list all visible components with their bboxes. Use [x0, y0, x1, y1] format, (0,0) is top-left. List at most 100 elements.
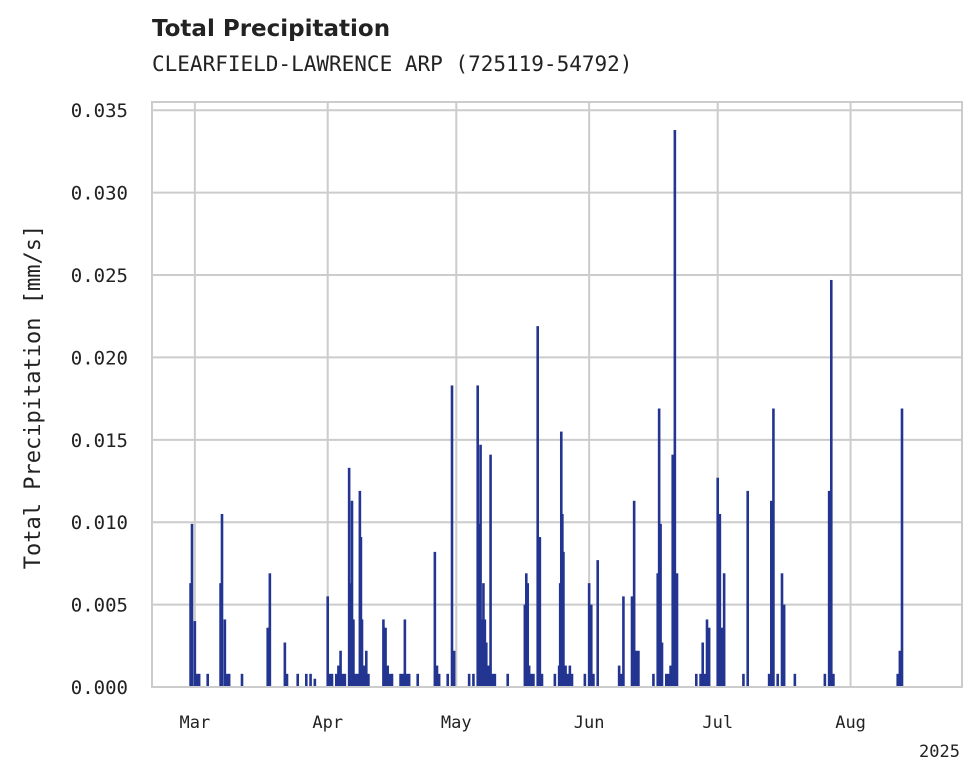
precip-bar: [219, 583, 222, 687]
precip-bar: [328, 673, 332, 687]
precip-bar: [360, 619, 364, 687]
chart-subtitle: CLEARFIELD-LAWRENCE ARP (725119-54792): [152, 52, 633, 76]
precip-bar: [896, 673, 900, 687]
precip-bar: [596, 560, 600, 687]
precip-bar: [401, 673, 405, 687]
precip-bar: [742, 673, 745, 687]
precip-bar: [477, 523, 481, 687]
precip-bar: [529, 673, 533, 687]
precip-bar: [769, 500, 773, 687]
precip-bar: [367, 673, 370, 687]
precip-bar: [622, 596, 625, 687]
grid-lines: [152, 102, 962, 688]
precip-bar: [384, 627, 387, 687]
precip-bar: [657, 408, 661, 687]
x-tick-label: Jul: [702, 713, 733, 733]
precip-bar: [416, 673, 420, 687]
precip-bar: [330, 673, 334, 687]
precip-bar: [619, 673, 623, 687]
precip-bar: [476, 385, 480, 687]
precip-bar: [482, 583, 485, 687]
precip-bar: [538, 537, 542, 687]
precip-bar: [524, 573, 528, 687]
precip-bar: [829, 279, 833, 687]
precip-bar: [382, 619, 385, 687]
x-tick-label: Apr: [312, 713, 343, 733]
precip-bar: [540, 673, 544, 687]
precip-bar: [484, 642, 488, 687]
precip-bar: [193, 621, 197, 687]
precip-bar: [671, 454, 675, 687]
precip-bar: [675, 573, 679, 687]
precip-bar: [304, 673, 308, 687]
precip-bar: [767, 673, 771, 687]
precip-bar: [337, 665, 340, 687]
precip-bar: [491, 673, 495, 687]
precip-bar: [283, 642, 287, 687]
precip-bar: [493, 673, 497, 687]
precip-bar: [707, 627, 711, 687]
precip-bar: [285, 673, 289, 687]
precip-bar: [667, 673, 670, 687]
precip-bar: [487, 665, 490, 687]
precip-bar: [583, 673, 587, 687]
precip-bar: [523, 604, 527, 687]
precip-bar: [694, 673, 698, 687]
y-tick-label: 0.030: [71, 183, 128, 205]
x-tick-label: Jun: [574, 713, 605, 733]
plot-frame: [151, 101, 963, 688]
precip-bar: [309, 673, 312, 687]
precip-bar: [227, 673, 231, 687]
precip-bar: [617, 665, 621, 687]
precip-bar: [313, 678, 317, 687]
precip-bar: [664, 673, 668, 687]
precip-bar: [350, 500, 354, 687]
x-tick-label: May: [441, 713, 472, 733]
precip-bar: [403, 619, 407, 687]
precip-bar: [720, 627, 724, 687]
precip-bar: [703, 673, 707, 687]
precip-bar: [570, 673, 574, 687]
precip-bar: [832, 673, 835, 687]
precip-bar: [793, 673, 797, 687]
precip-bar: [223, 619, 227, 687]
precip-bar: [823, 673, 827, 687]
precip-bar: [390, 673, 394, 687]
precip-bar: [898, 650, 902, 687]
precip-bar: [568, 665, 572, 687]
precip-bar: [527, 665, 531, 687]
precip-bar: [656, 573, 660, 687]
precip-bar: [240, 673, 244, 687]
precip-bar: [399, 673, 402, 687]
precip-bar: [266, 627, 270, 687]
precip-bar: [780, 573, 784, 687]
precip-bar: [343, 673, 347, 687]
precip-bar: [746, 490, 750, 687]
precip-bar: [407, 673, 411, 687]
precip-bar: [483, 619, 487, 687]
precip-bar: [435, 665, 439, 687]
precip-bar: [564, 665, 567, 687]
precip-bar: [356, 673, 360, 687]
precip-bar: [339, 650, 342, 687]
precip-bar: [489, 454, 492, 687]
precip-bar: [472, 673, 475, 687]
precip-bar: [349, 583, 352, 687]
precip-bar: [592, 673, 595, 687]
precip-bar: [634, 650, 638, 687]
precip-bar: [354, 673, 357, 687]
precip-bar: [467, 673, 471, 687]
precip-bar: [225, 673, 229, 687]
precip-bar: [652, 673, 655, 687]
precip-bar: [536, 326, 540, 687]
x-tick-label: Aug: [835, 713, 866, 733]
y-tick-label: 0.020: [71, 347, 128, 369]
precipitation-bars: [189, 130, 904, 687]
precip-bar: [705, 619, 709, 687]
precip-bar: [772, 408, 775, 687]
precip-bar: [446, 673, 450, 687]
precip-bar: [782, 604, 786, 687]
precip-bar: [562, 551, 565, 687]
precip-bar: [669, 665, 672, 687]
